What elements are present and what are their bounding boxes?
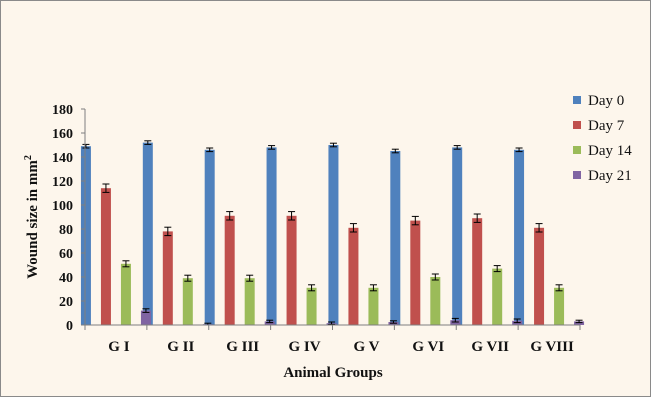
bar: [224, 215, 235, 325]
bar: [328, 145, 339, 325]
y-tick-label: 20: [59, 295, 73, 310]
legend-label: Day 14: [588, 143, 632, 159]
bar: [266, 147, 277, 325]
y-tick-label: 80: [59, 223, 73, 238]
y-tick-label: 180: [52, 103, 73, 118]
bar: [472, 218, 483, 325]
y-tick-label: 0: [66, 319, 73, 334]
bar: [142, 142, 153, 325]
bar: [390, 151, 401, 325]
plot-area: [80, 140, 585, 326]
bar: [204, 149, 215, 325]
bar: [244, 278, 255, 325]
bar: [450, 320, 461, 325]
bar: [306, 287, 317, 325]
bar: [574, 321, 585, 325]
x-axis-title: Animal Groups: [283, 365, 382, 381]
legend-swatch: [573, 171, 581, 179]
legend: Day 0 Day 7 Day 14 Day 21: [573, 93, 632, 184]
x-tick-label: G VII: [471, 339, 509, 355]
bar: [514, 149, 525, 325]
x-tick-label: G VI: [412, 339, 444, 355]
bar: [140, 310, 151, 325]
bar: [264, 321, 275, 325]
bar: [80, 146, 91, 325]
bar: [430, 277, 441, 325]
bar: [162, 231, 173, 325]
legend-swatch: [573, 121, 581, 129]
x-tick-label: G IV: [289, 339, 321, 355]
y-axis-title-text: Wound size in mm: [25, 160, 41, 279]
y-tick-labels: 0 20 40 60 80 100 120 140 160 180: [52, 103, 85, 334]
x-tick-label: G III: [226, 339, 259, 355]
legend-swatch: [573, 146, 581, 154]
legend-label: Day 21: [588, 168, 632, 184]
x-tick-label: G VIII: [530, 339, 574, 355]
y-tick-label: 140: [52, 151, 73, 166]
bar: [492, 268, 503, 325]
y-tick-label: 40: [59, 271, 73, 286]
x-tick-label: G I: [108, 339, 129, 355]
y-tick-label: 100: [52, 199, 73, 214]
bar: [120, 263, 131, 325]
bar: [100, 188, 111, 325]
bar: [182, 278, 193, 325]
bar: [368, 287, 379, 325]
bar: [452, 147, 463, 325]
y-axis-title: Wound size in mm2: [23, 155, 41, 279]
bar: [554, 287, 565, 325]
bar: [348, 227, 359, 325]
x-tick-labels: G I G II G III G IV G V G VI G VII G VIII: [84, 325, 581, 355]
y-tick-label: 120: [52, 175, 73, 190]
legend-label: Day 0: [588, 93, 624, 109]
bar: [410, 220, 421, 325]
x-tick-label: G II: [167, 339, 194, 355]
bar: [534, 227, 545, 325]
x-tick-label: G V: [353, 339, 379, 355]
legend-label: Day 7: [588, 118, 625, 134]
bar: [286, 215, 297, 325]
y-tick-label: 160: [52, 127, 73, 142]
legend-swatch: [573, 96, 581, 104]
y-tick-label: 60: [59, 247, 73, 262]
y-axis-title-superscript: 2: [23, 155, 34, 160]
